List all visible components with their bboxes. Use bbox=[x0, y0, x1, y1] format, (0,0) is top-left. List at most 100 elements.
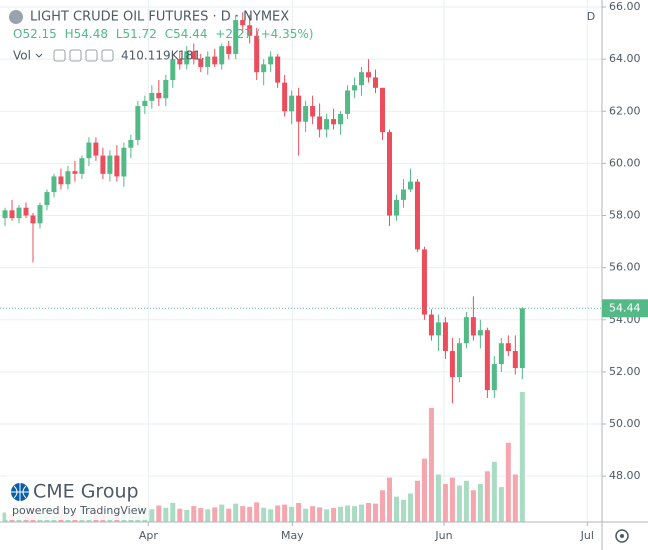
candle-body bbox=[30, 215, 36, 224]
settings-gear[interactable] bbox=[615, 529, 629, 543]
candle-body bbox=[65, 171, 71, 185]
volume-bar bbox=[310, 506, 316, 522]
candle-body bbox=[93, 142, 99, 156]
volume-bar bbox=[212, 507, 218, 522]
volume-bar bbox=[366, 502, 372, 522]
candle-body bbox=[519, 308, 525, 368]
candle-body bbox=[247, 25, 253, 36]
candle-body bbox=[219, 46, 225, 65]
candle-body bbox=[414, 181, 420, 250]
candle-body bbox=[268, 56, 274, 65]
vol-ma: 181. bbox=[178, 49, 205, 63]
logo-globe-lines bbox=[11, 483, 29, 501]
volume-bar bbox=[198, 508, 204, 522]
volume-bar bbox=[226, 508, 232, 522]
vol-label[interactable]: Vol bbox=[13, 49, 31, 63]
candle-body bbox=[51, 176, 57, 193]
volume-bar bbox=[421, 458, 427, 522]
volume-bar bbox=[442, 483, 448, 522]
interval-badge: D bbox=[587, 10, 595, 23]
candle-body bbox=[44, 192, 50, 206]
candle-body bbox=[23, 207, 29, 216]
volume-bar bbox=[456, 485, 462, 522]
candle-body bbox=[317, 116, 323, 130]
candle-body bbox=[233, 20, 239, 54]
volume-bar bbox=[247, 506, 253, 522]
icon-remove[interactable] bbox=[85, 49, 98, 62]
x-tick-label: May bbox=[281, 529, 304, 542]
candle-body bbox=[37, 205, 43, 224]
candle-body bbox=[254, 35, 260, 73]
volume-bar bbox=[254, 502, 260, 522]
candle-body bbox=[470, 317, 476, 336]
volume-bar bbox=[352, 506, 358, 522]
candle-body bbox=[338, 113, 344, 125]
candle-body bbox=[442, 322, 448, 352]
volume-bar bbox=[149, 509, 155, 522]
candle-body bbox=[407, 181, 413, 190]
candle-body bbox=[107, 155, 113, 174]
candle-body bbox=[163, 80, 169, 99]
candle-body bbox=[282, 82, 288, 112]
candle-body bbox=[428, 314, 434, 336]
icon-hide[interactable] bbox=[69, 49, 82, 62]
candle-body bbox=[86, 142, 92, 159]
candle-body bbox=[198, 59, 204, 67]
volume-bar bbox=[317, 507, 323, 522]
vol-dropdown[interactable] bbox=[35, 53, 43, 58]
volume-bar bbox=[268, 509, 274, 522]
volume-bar bbox=[303, 508, 309, 522]
y-tick-label: 66.00 bbox=[609, 0, 641, 13]
settings-gear-center bbox=[620, 534, 624, 538]
y-tick-label: 56.00 bbox=[609, 261, 641, 274]
candle-body bbox=[303, 106, 309, 122]
volume-bar bbox=[484, 471, 490, 522]
candle-body bbox=[275, 56, 281, 83]
volume-bar bbox=[163, 507, 169, 522]
candle-body bbox=[212, 56, 218, 65]
candle-body bbox=[345, 90, 351, 114]
volume-bar bbox=[386, 477, 392, 522]
volume-bar bbox=[156, 505, 162, 522]
icon-settings[interactable] bbox=[53, 49, 66, 62]
candle-body bbox=[324, 119, 330, 130]
candles bbox=[0, 12, 602, 404]
volume-bar bbox=[191, 506, 197, 522]
candle-body bbox=[142, 100, 148, 107]
volume-bar bbox=[345, 505, 351, 522]
volume-bar bbox=[477, 483, 483, 522]
x-tick-label: Jul bbox=[580, 529, 594, 542]
volume-bar bbox=[219, 504, 225, 522]
candle-body bbox=[498, 343, 504, 365]
volume-bar bbox=[498, 487, 504, 522]
y-tick-label: 62.00 bbox=[609, 104, 641, 117]
candle-body bbox=[184, 51, 190, 65]
candle-body bbox=[170, 59, 176, 81]
candle-body bbox=[289, 95, 295, 112]
volume-bar bbox=[380, 490, 386, 522]
volume-bar bbox=[505, 442, 511, 522]
volume-bar bbox=[324, 509, 330, 522]
candle-body bbox=[400, 189, 406, 200]
logo-backdrop bbox=[6, 476, 148, 520]
candle-body bbox=[205, 56, 211, 67]
volume-bar bbox=[184, 509, 190, 522]
icon-more[interactable] bbox=[101, 49, 114, 62]
volume-bar bbox=[2, 512, 8, 522]
candle-body bbox=[135, 106, 141, 140]
volume-bar bbox=[512, 474, 518, 522]
volume-bar bbox=[519, 392, 525, 522]
axes: 66.0064.0062.0060.0058.0056.0054.0052.00… bbox=[139, 0, 648, 542]
low: L51.72 bbox=[116, 27, 157, 41]
grid bbox=[0, 0, 602, 522]
candle-body bbox=[121, 147, 127, 177]
volume-bar bbox=[331, 508, 337, 522]
volume-bar bbox=[275, 505, 281, 522]
volume-bar bbox=[414, 480, 420, 522]
candle-body bbox=[373, 77, 379, 88]
volume-bar bbox=[289, 506, 295, 522]
logo-brand: CME Group bbox=[33, 481, 139, 503]
candle-body bbox=[310, 106, 316, 117]
